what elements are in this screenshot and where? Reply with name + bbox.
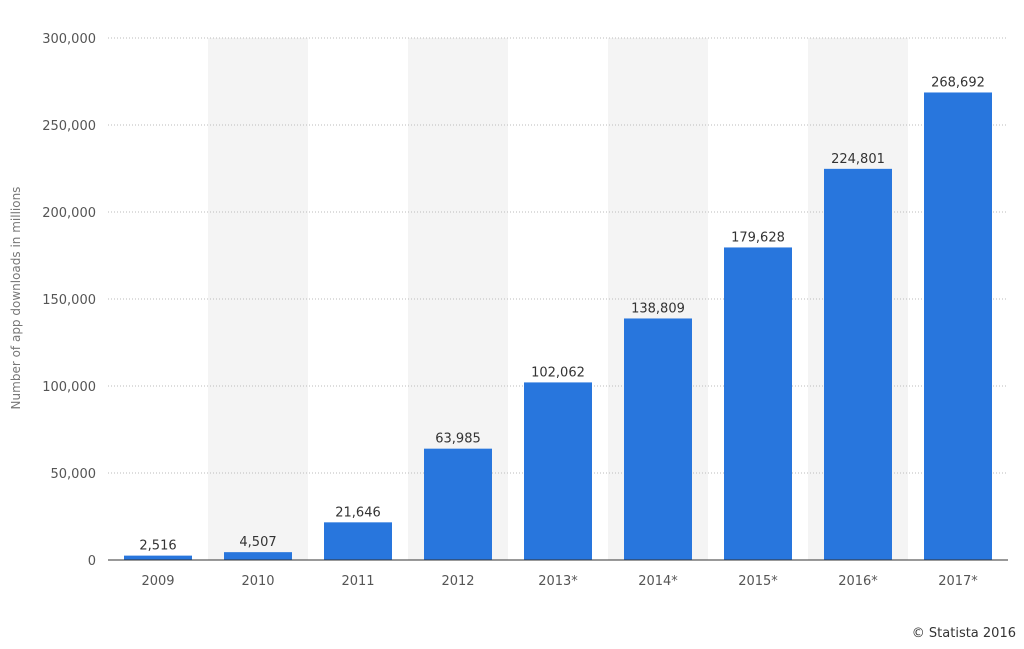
x-axis-ticks: 2009 2010 2011 2012 2013* 2014* 2015* 2016* 2017… (108, 559, 1008, 589)
y-tick-label: 100,000 (42, 380, 96, 395)
y-axis-title: Number of app downloads in millions (9, 187, 23, 410)
bar-2014 (624, 318, 692, 560)
bar-2012 (424, 448, 492, 560)
x-tick-label: 2017* (938, 574, 978, 589)
bar-2010 (224, 552, 292, 560)
y-tick-label: 0 (88, 554, 96, 569)
data-label: 224,801 (831, 152, 885, 167)
x-tick-label: 2011 (341, 574, 374, 589)
x-tick-label: 2013* (538, 574, 578, 589)
copyright-credit: © Statista 2016 (911, 626, 1016, 641)
data-label: 4,507 (239, 535, 276, 550)
bar-2015 (724, 247, 792, 561)
bar-2017 (924, 92, 992, 560)
y-tick-label: 200,000 (42, 206, 96, 221)
data-label: 179,628 (731, 230, 785, 245)
data-label: 2,516 (139, 539, 176, 554)
x-tick-label: 2015* (738, 574, 778, 589)
bar-2009 (124, 555, 192, 560)
data-label: 268,692 (931, 75, 985, 90)
bar-2011 (324, 522, 392, 560)
data-label: 138,809 (631, 301, 685, 316)
y-axis-ticks: 0 50,000 100,000 150,000 200,000 250,000 300,0… (42, 32, 96, 569)
x-tick-label: 2009 (141, 574, 174, 589)
data-label: 102,062 (531, 365, 585, 380)
y-tick-label: 150,000 (42, 293, 96, 308)
data-label: 63,985 (435, 432, 481, 447)
y-tick-label: 50,000 (51, 467, 97, 482)
x-tick-label: 2014* (638, 574, 678, 589)
data-label: 21,646 (335, 505, 381, 520)
x-tick-label: 2012 (441, 574, 474, 589)
y-tick-label: 250,000 (42, 119, 96, 134)
y-tick-label: 300,000 (42, 32, 96, 47)
bar-2013 (524, 382, 592, 560)
data-labels: 2,516 4,507 21,646 63,985 102,062 138,809 179,… (139, 75, 984, 553)
x-tick-label: 2010 (241, 574, 274, 589)
x-tick-label: 2016* (838, 574, 878, 589)
bars (124, 92, 992, 561)
bar-2016 (824, 168, 892, 560)
